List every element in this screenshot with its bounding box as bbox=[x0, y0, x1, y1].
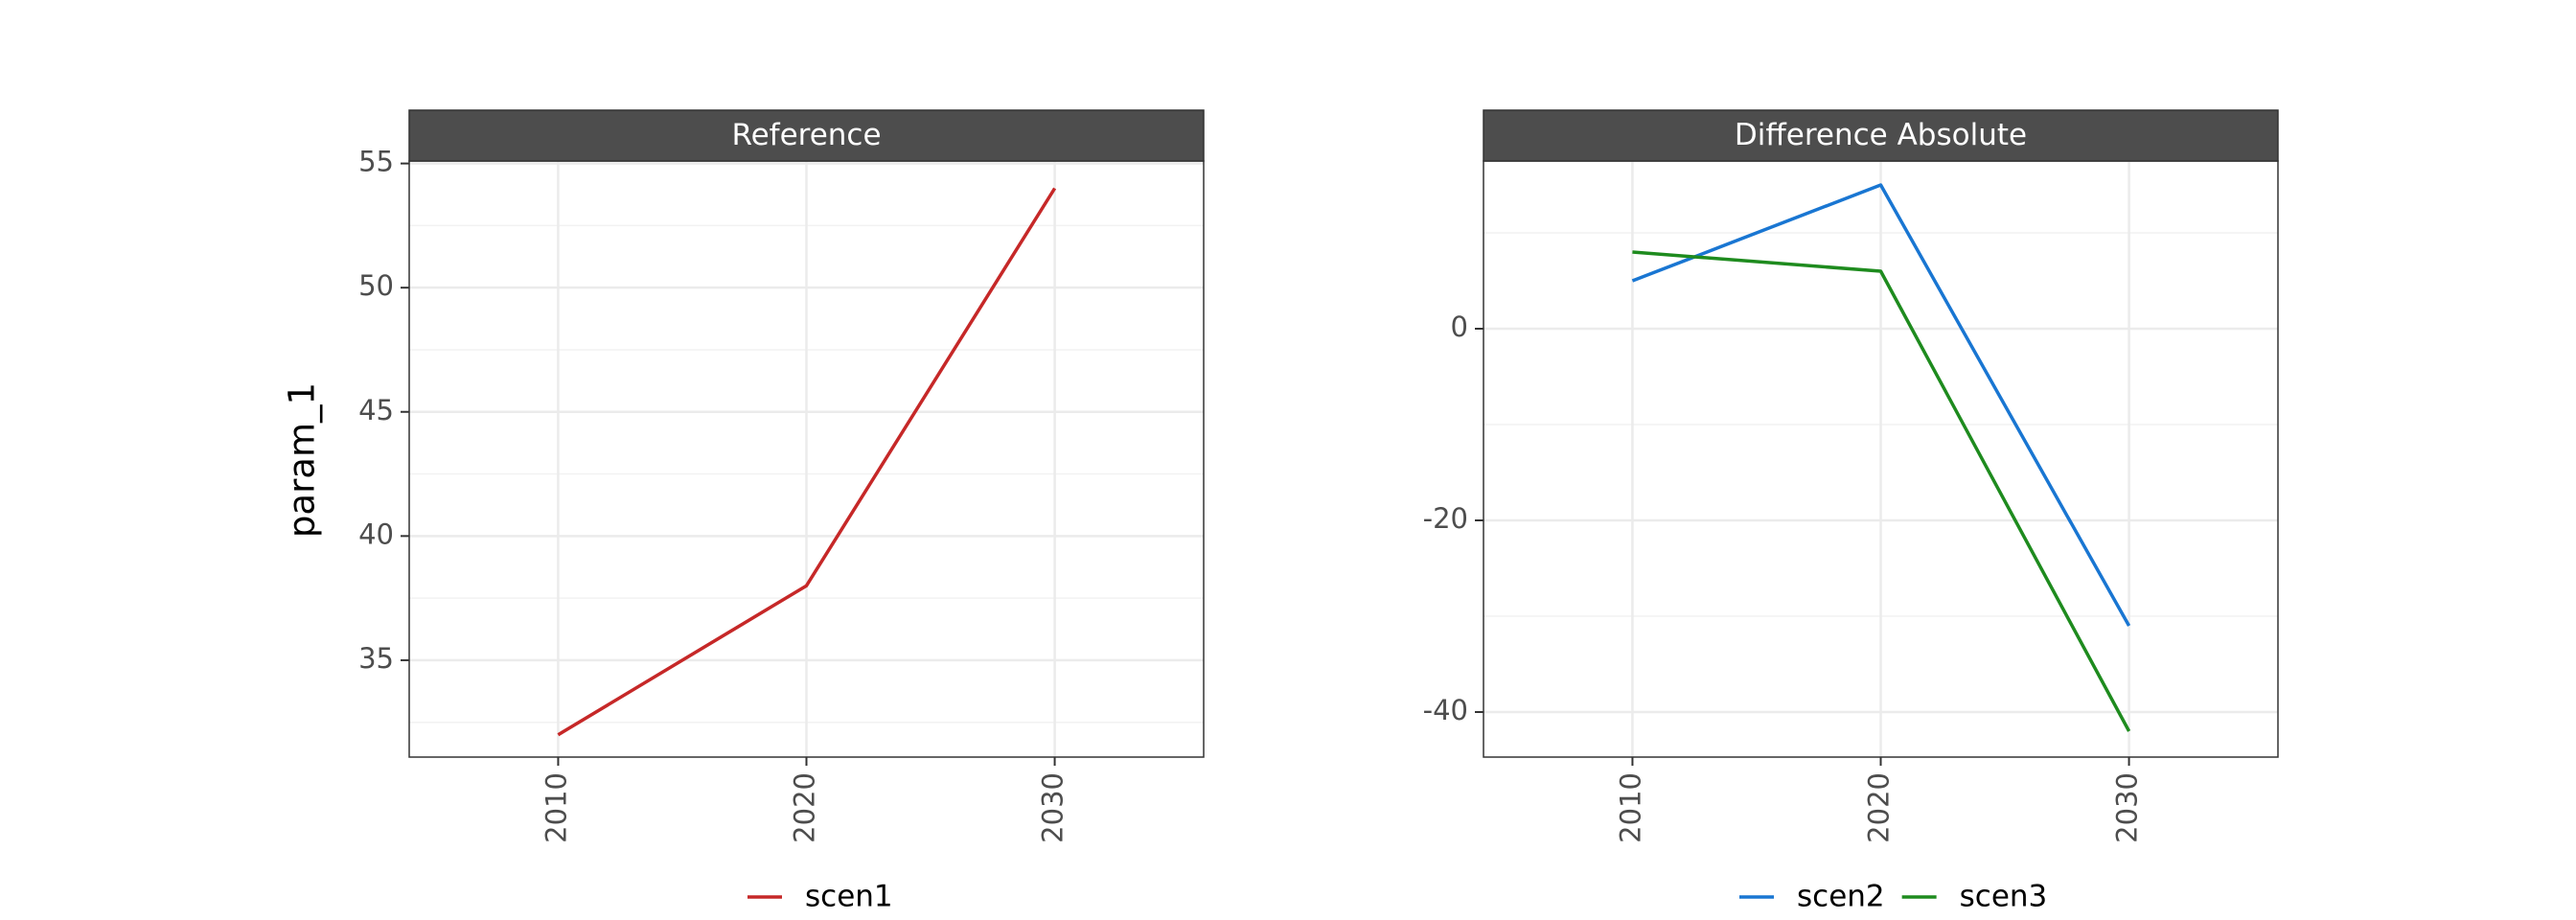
y-tick-label: -40 bbox=[1423, 694, 1468, 726]
facet-title: Reference bbox=[731, 118, 881, 152]
x-tick-label: 2030 bbox=[1037, 772, 1070, 843]
x-tick-label: 2030 bbox=[2111, 772, 2144, 843]
legend-label-scen2: scen2 bbox=[1797, 880, 1885, 914]
x-tick-label: 2020 bbox=[789, 772, 821, 843]
y-tick-label: -20 bbox=[1423, 502, 1468, 535]
series-line-scen3 bbox=[1632, 250, 2131, 732]
x-tick-label: 2020 bbox=[1863, 772, 1896, 843]
y-tick-label: 45 bbox=[358, 394, 394, 426]
x-tick-label: 2010 bbox=[1614, 772, 1646, 843]
y-tick-label: 0 bbox=[1451, 310, 1468, 343]
series-line-scen1 bbox=[557, 187, 1057, 737]
facet-strip bbox=[408, 109, 1205, 162]
panel-1: Reference 35 40 45 50 55 2010 2020 2030 scen1 bbox=[358, 109, 1205, 914]
y-tick-label: 35 bbox=[358, 642, 394, 675]
y-tick-label: 55 bbox=[358, 146, 394, 178]
series-line-scen2 bbox=[1631, 183, 2131, 627]
legend-label-scen3: scen3 bbox=[1960, 880, 2048, 914]
facet-title: Difference Absolute bbox=[1735, 118, 2027, 152]
legend-label-scen1: scen1 bbox=[805, 880, 893, 914]
y-axis-label: param_1 bbox=[282, 382, 323, 538]
y-tick-label: 40 bbox=[358, 518, 394, 550]
y-tick-label: 50 bbox=[358, 269, 394, 302]
facet-strip bbox=[1483, 109, 2279, 162]
panel-2: Difference Absolute -40 -20 0 2010 2020 2030 sc… bbox=[1423, 109, 2279, 914]
x-tick-label: 2010 bbox=[540, 772, 572, 843]
